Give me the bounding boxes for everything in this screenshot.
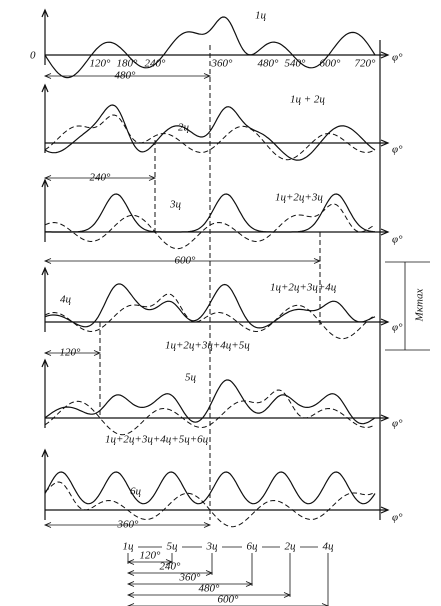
span-label: 240° — [90, 172, 112, 184]
span-label: 360° — [117, 519, 140, 531]
cylinder-label: 3ц — [206, 541, 219, 553]
angle-label: 480° — [258, 58, 280, 70]
single-label: 3ц — [169, 199, 182, 211]
sum-curve — [44, 16, 376, 79]
axis-label: φ° — [392, 234, 403, 246]
span-label: 480° — [115, 70, 137, 82]
sum-label: 1ц+2ц+3ц+4ц+5ц — [165, 340, 250, 352]
axis-label: φ° — [392, 512, 403, 524]
origin-label: 0 — [30, 50, 36, 62]
axis-label: φ° — [392, 418, 403, 430]
span-label: 120° — [60, 347, 82, 359]
axis-label: φ° — [392, 144, 403, 156]
single-label: 4ц — [60, 294, 72, 306]
axis-label: φ° — [392, 52, 403, 64]
interval-label: 480° — [199, 583, 221, 595]
single-label: 5ц — [185, 372, 197, 384]
frame — [99, 40, 381, 520]
sum-label: 1ц+2ц+3ц+4ц+5ц+6ц — [105, 434, 209, 446]
angle-label: 540° — [285, 58, 307, 70]
single-label: 6ц — [130, 486, 142, 498]
single-curve — [44, 293, 376, 340]
cylinder-label: 4ц — [323, 541, 335, 553]
interval-label: 240° — [160, 561, 182, 573]
angle-label: 360° — [211, 58, 234, 70]
interval-label: 600° — [218, 594, 240, 606]
cylinder-label: 5ц — [167, 541, 179, 553]
single-label: 2ц — [178, 122, 190, 134]
sum-label: 1ц + 2ц — [290, 94, 325, 106]
angle-label: 120° — [90, 58, 112, 70]
axis-label: φ° — [392, 322, 403, 334]
interval-label: 360° — [179, 572, 202, 584]
arrow — [321, 603, 330, 606]
interval-label: 120° — [140, 550, 162, 562]
cylinder-label: 2ц — [285, 541, 297, 553]
angle-label: 240° — [145, 58, 167, 70]
sum-label: 1ц+2ц+3ц — [275, 192, 323, 204]
curve-label: 1ц — [255, 10, 267, 22]
angle-label: 720° — [355, 58, 377, 70]
single-curve — [44, 114, 376, 161]
sum-label: 1ц+2ц+3ц+4ц — [270, 282, 337, 294]
span-label: 600° — [175, 255, 197, 267]
angle-label: 600° — [320, 58, 342, 70]
torque-label: Mкmax — [414, 289, 426, 323]
cylinder-label: 1ц — [123, 541, 135, 553]
arrow — [126, 603, 135, 606]
cylinder-label: 6ц — [247, 541, 259, 553]
angle-label: 180° — [117, 58, 139, 70]
